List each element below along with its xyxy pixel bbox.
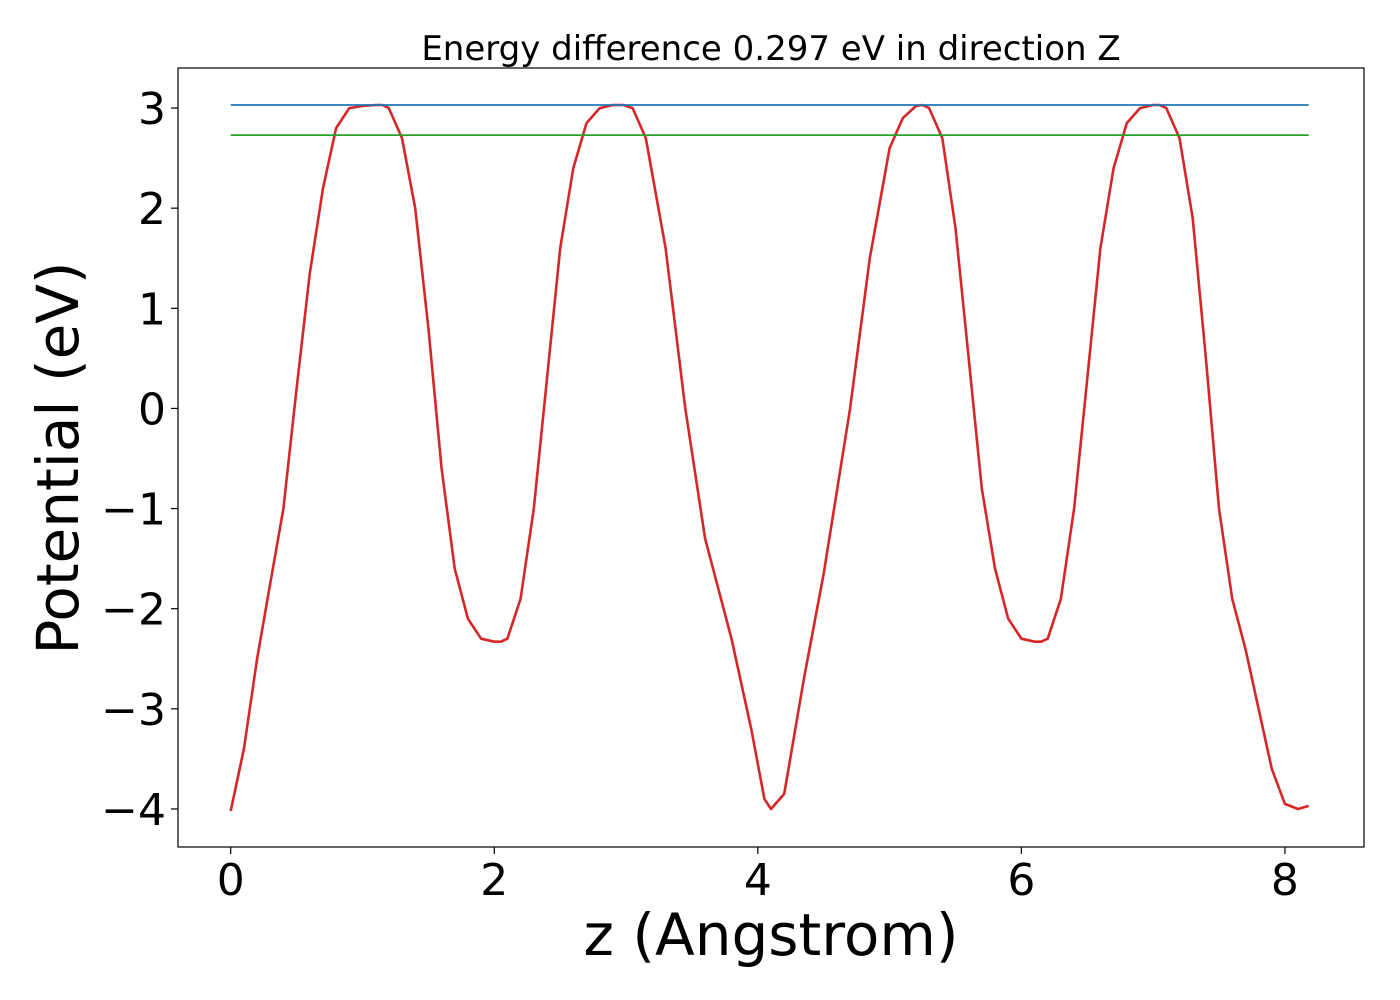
y-tick-label: −3	[101, 685, 166, 736]
series-layer	[229, 103, 1310, 812]
x-tick-label: 4	[744, 855, 772, 906]
y-axis-title: Potential (eV)	[24, 261, 92, 654]
x-axis-title: z (Angstrom)	[584, 901, 959, 969]
y-tick-label: 1	[138, 284, 166, 335]
plot-frame	[177, 67, 1365, 848]
plot-area	[177, 67, 1365, 848]
y-tick-label: 2	[138, 184, 166, 235]
chart-title: Energy difference 0.297 eV in direction …	[421, 29, 1120, 69]
x-tick-label: 2	[480, 855, 508, 906]
y-tick-label: 0	[138, 384, 166, 435]
series-line-0	[229, 103, 1310, 812]
x-axis: 0 2 4 6 8	[217, 847, 1299, 906]
y-tick-label: −4	[101, 785, 166, 836]
y-tick-label: −2	[101, 585, 166, 636]
y-axis: 3 2 1 0 −1 −2 −3 −4	[101, 84, 178, 836]
x-tick-label: 6	[1007, 855, 1035, 906]
x-tick-label: 8	[1271, 855, 1299, 906]
y-tick-label: −1	[101, 485, 166, 536]
x-tick-label: 0	[217, 855, 245, 906]
y-tick-label: 3	[138, 84, 166, 135]
